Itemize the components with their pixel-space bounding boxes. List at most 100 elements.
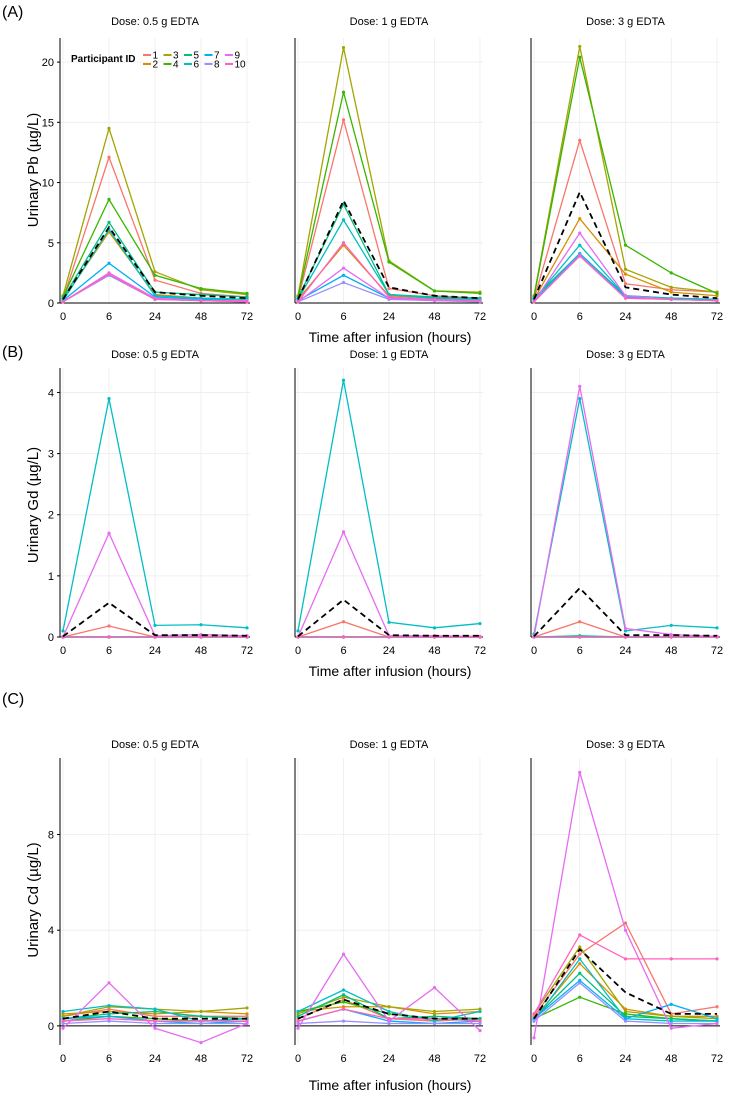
series-6 [296, 988, 482, 1023]
y-tick-label: 10 [42, 178, 54, 190]
data-point [669, 1021, 673, 1026]
data-point [341, 993, 346, 997]
data-point [107, 1017, 111, 1021]
data-point [669, 957, 673, 961]
data-point [245, 300, 249, 304]
data-point [478, 1007, 482, 1011]
facet-title: Dose: 0.5 g EDTA [111, 349, 199, 361]
data-point [478, 1021, 482, 1026]
data-point [199, 1019, 203, 1023]
legend-label: 5 [194, 51, 200, 62]
x-tick-label: 24 [383, 311, 395, 323]
data-point [153, 297, 157, 301]
data-point [387, 286, 391, 291]
data-point [199, 1009, 203, 1014]
data-point [245, 1014, 249, 1018]
data-point [341, 988, 346, 992]
facet-title: Dose: 1 g EDTA [350, 349, 429, 361]
data-point [296, 1019, 300, 1023]
x-axis-label: Time after infusion (hours) [309, 663, 472, 679]
data-point [432, 986, 437, 990]
data-point [578, 952, 582, 956]
facet-1: Dose: 1 g EDTA 0 6 24 48 72 [294, 739, 486, 1065]
facet-title: Dose: 0.5 g EDTA [111, 16, 199, 28]
x-tick-label: 24 [149, 645, 161, 657]
x-tick-label: 48 [428, 645, 440, 657]
data-point [341, 241, 346, 245]
data-point [341, 952, 346, 956]
series-mean [62, 1010, 247, 1020]
series-line [62, 1010, 247, 1020]
data-point [153, 273, 157, 277]
legend-title: Participant ID [71, 54, 135, 65]
facet-title: Dose: 3 g EDTA [586, 349, 665, 361]
data-point [61, 1014, 65, 1018]
data-point [623, 243, 628, 247]
x-tick-label: 6 [106, 645, 112, 657]
facet-0: Dose: 0.5 g EDTA 0 6 24 48 72 0 1 2 3 4 [48, 349, 253, 657]
series-mean [297, 998, 480, 1020]
x-tick-label: 24 [619, 311, 631, 323]
data-point [199, 635, 203, 639]
data-point [715, 1017, 719, 1021]
data-point [623, 296, 628, 300]
x-tick-label: 0 [531, 1053, 537, 1065]
x-tick-label: 48 [195, 645, 207, 657]
x-tick-label: 0 [295, 311, 301, 323]
data-point [432, 1021, 437, 1026]
data-point [107, 261, 111, 265]
data-point [61, 1009, 65, 1014]
y-tick-label: 20 [42, 57, 54, 69]
data-point [245, 626, 249, 630]
data-point [623, 921, 628, 925]
data-point [107, 126, 111, 130]
x-tick-label: 0 [295, 1053, 301, 1065]
data-point [715, 1021, 719, 1026]
data-point [296, 1026, 300, 1030]
data-point [578, 396, 582, 401]
data-point [669, 288, 673, 292]
x-tick-label: 72 [474, 645, 486, 657]
y-axis-label: Urinary Pb (µg/L) [25, 113, 42, 228]
data-point [107, 1014, 111, 1018]
data-point [245, 1019, 249, 1023]
series-4 [296, 90, 482, 299]
legend-label: 4 [173, 60, 179, 71]
data-point [341, 635, 346, 639]
data-point [341, 995, 346, 999]
data-point [669, 271, 673, 275]
data-point [432, 289, 437, 293]
x-tick-label: 6 [577, 645, 583, 657]
series-line [62, 601, 248, 638]
data-point [107, 155, 111, 159]
panel-0: (A) Urinary Pb (µg/L) Time after infusion … [2, 4, 723, 345]
facet-2: Dose: 3 g EDTA 0 6 24 48 72 [530, 16, 723, 323]
series-6 [296, 378, 482, 633]
data-point [245, 291, 249, 295]
data-point [623, 1019, 628, 1023]
data-point [623, 626, 628, 631]
series-3 [296, 995, 482, 1016]
series-line [297, 998, 480, 1020]
data-point [623, 272, 628, 276]
data-point [623, 1009, 628, 1014]
series-line [297, 198, 481, 300]
data-point [387, 1019, 391, 1023]
data-point [296, 1009, 300, 1014]
data-point [578, 243, 582, 247]
y-axis-label: Urinary Cd (µg/L) [25, 842, 42, 957]
series-mean [533, 947, 717, 1020]
data-point [341, 280, 346, 285]
data-point [199, 623, 203, 627]
data-point [341, 46, 346, 50]
data-point [199, 298, 203, 303]
data-point [532, 300, 536, 304]
data-point [715, 1014, 719, 1018]
x-tick-label: 72 [474, 1053, 486, 1065]
data-point [107, 220, 111, 224]
data-point [432, 1014, 437, 1018]
data-point [578, 44, 582, 49]
data-point [532, 1019, 536, 1023]
x-tick-label: 0 [531, 311, 537, 323]
